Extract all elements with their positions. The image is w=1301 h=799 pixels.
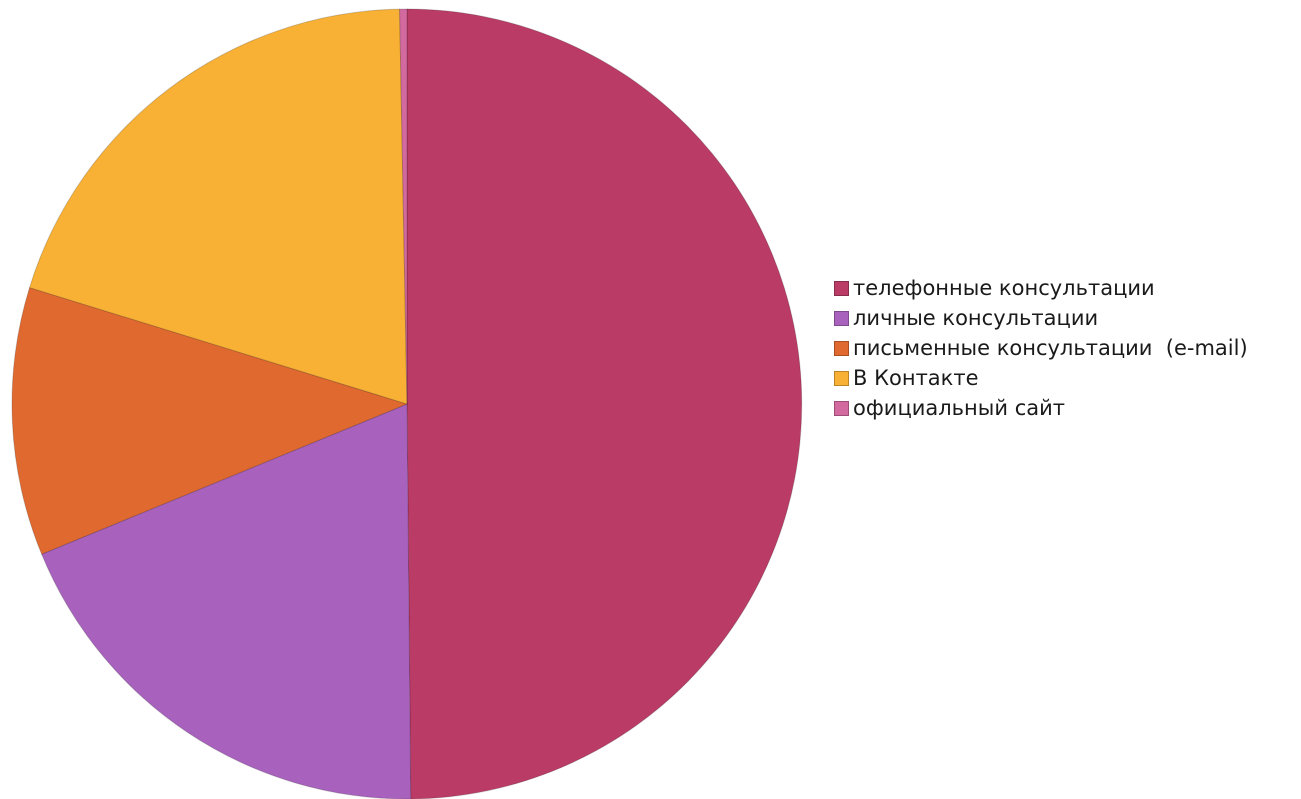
pie-slice-5: [399, 8, 408, 405]
legend-label: письменные консультации (e-mail): [853, 336, 1248, 360]
legend-label: телефонные консультации: [853, 276, 1155, 300]
pie-slice-3: [11, 286, 409, 555]
legend-item-2: личные консультации: [834, 303, 1248, 333]
legend-swatch: [834, 340, 849, 356]
pie-slice-4: [28, 8, 408, 405]
legend-item-4: В Контакте: [834, 363, 1248, 393]
legend-swatch: [834, 370, 849, 386]
legend: телефонные консультации личные консультац…: [834, 273, 1248, 423]
pie-slice-2: [40, 403, 412, 799]
pie-slices: [11, 8, 803, 799]
legend-label: официальный сайт: [853, 396, 1065, 420]
legend-item-5: официальный сайт: [834, 393, 1248, 423]
legend-label: В Контакте: [853, 366, 979, 390]
pie-slice-1: [406, 8, 803, 799]
legend-item-1: телефонные консультации: [834, 273, 1248, 303]
legend-item-3: письменные консультации (e-mail): [834, 333, 1248, 363]
pie-plot-area: [11, 8, 803, 799]
legend-swatch: [834, 280, 849, 296]
legend-swatch: [834, 400, 849, 416]
legend-swatch: [834, 310, 849, 326]
legend-label: личные консультации: [853, 306, 1099, 330]
